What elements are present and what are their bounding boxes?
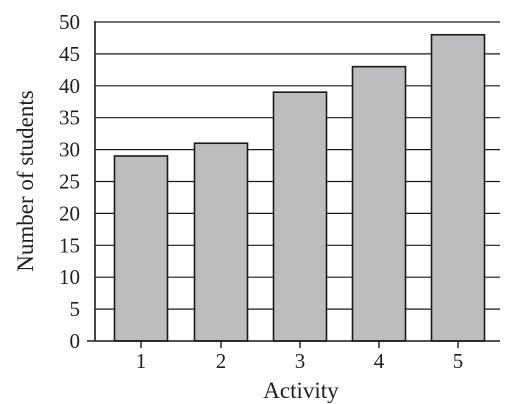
y-tick-label: 10 [59,265,80,289]
x-tick-label: 5 [453,349,464,373]
y-tick-label: 5 [70,297,81,321]
bar-activity-5 [430,33,486,342]
y-tick-label: 0 [70,329,81,353]
x-tick-label: 4 [374,349,385,373]
y-tick-label: 25 [59,170,80,194]
y-tick-labels: 0 5 10 15 20 25 30 35 40 45 50 [59,10,80,353]
y-tick-label: 30 [59,138,80,162]
y-tick-label: 15 [59,233,80,257]
x-tick-labels: 1 2 3 4 5 [136,349,464,373]
bars [113,33,486,342]
bar-activity-1 [113,155,169,342]
y-tick-label: 50 [59,10,80,34]
x-tick-label: 3 [295,349,306,373]
x-tick-label: 2 [216,349,227,373]
y-tick-label: 40 [59,74,80,98]
x-axis-title: Activity [263,378,339,403]
y-tick-label: 45 [59,42,80,66]
y-axis-title: Number of students [13,90,38,271]
y-tick-label: 35 [59,106,80,130]
bar-activity-2 [193,142,249,342]
bar-activity-3 [272,91,328,342]
x-tick-label: 1 [136,349,147,373]
y-tick-label: 20 [59,201,80,225]
axes [87,21,500,348]
bar-activity-4 [351,65,407,342]
